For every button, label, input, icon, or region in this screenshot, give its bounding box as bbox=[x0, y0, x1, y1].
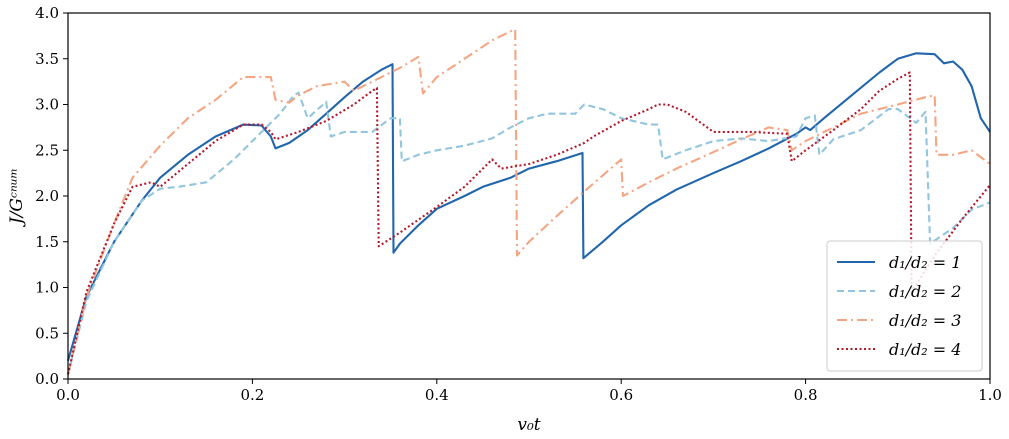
y-tick-label: 2.0 bbox=[35, 187, 59, 205]
x-tick-label: 0.0 bbox=[56, 386, 80, 404]
y-tick-label: 0.5 bbox=[35, 324, 59, 342]
series-line-3 bbox=[66, 28, 991, 375]
y-tick-label: 1.0 bbox=[35, 279, 59, 297]
y-tick-label: 1.5 bbox=[35, 233, 59, 251]
y-tick-label: 3.0 bbox=[35, 96, 59, 114]
y-axis-label: J/Gᶜⁿᵘᵐ bbox=[7, 168, 27, 227]
series-line-2 bbox=[66, 91, 991, 375]
x-tick-label: 0.8 bbox=[794, 386, 818, 404]
x-tick-label: 0.6 bbox=[609, 386, 633, 404]
legend-label: d₁/d₂ = 1 bbox=[889, 253, 961, 272]
y-axis: 0.0 0.5 1.0 1.5 2.0 2.5 3.0 3.5 4.0 bbox=[35, 4, 68, 388]
legend-box bbox=[826, 240, 983, 372]
legend-label: d₁/d₂ = 4 bbox=[889, 340, 961, 359]
y-tick-label: 2.5 bbox=[35, 141, 59, 159]
legend-label: d₁/d₂ = 3 bbox=[889, 311, 961, 330]
x-tick-label: 0.2 bbox=[240, 386, 264, 404]
y-tick-label: 3.5 bbox=[35, 50, 59, 68]
y-tick-label: 4.0 bbox=[35, 4, 59, 22]
x-tick-label: 0.4 bbox=[425, 386, 449, 404]
y-tick-label: 0.0 bbox=[35, 370, 59, 388]
plot-lines bbox=[66, 28, 991, 375]
x-axis: 0.0 0.2 0.4 0.6 0.8 1.0 bbox=[56, 379, 1002, 404]
legend-label: d₁/d₂ = 2 bbox=[889, 282, 961, 301]
x-axis-label: v₀t bbox=[517, 415, 540, 435]
series-line-1 bbox=[66, 52, 991, 361]
legend: d₁/d₂ = 1 d₁/d₂ = 2 d₁/d₂ = 3 d₁/d₂ = 4 bbox=[826, 240, 983, 372]
x-tick-label: 1.0 bbox=[978, 386, 1002, 404]
